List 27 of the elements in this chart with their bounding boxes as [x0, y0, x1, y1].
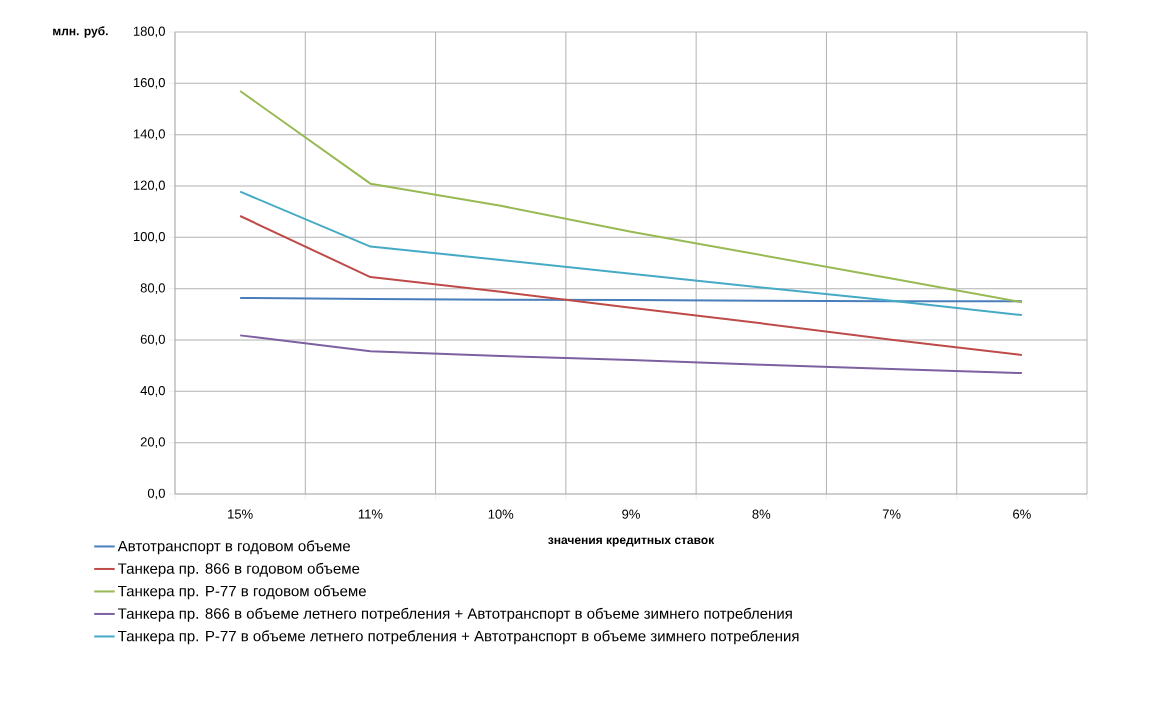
- x-axis-title: значения кредитных ставок: [548, 537, 715, 547]
- y-tick-label: 60,0: [140, 334, 165, 346]
- y-tick-label: 40,0: [140, 385, 165, 397]
- y-tick-label: 180,0: [133, 26, 165, 38]
- line-series: [239, 215, 1023, 356]
- y-tick-label: 140,0: [133, 129, 165, 141]
- legend-label: Танкера пр. Р-77 в годовом объеме: [118, 585, 366, 600]
- y-tick-label: 0,0: [147, 488, 165, 500]
- y-tick-label: 120,0: [133, 180, 165, 192]
- x-tick-label: 15%: [228, 509, 253, 519]
- x-tick-label: 6%: [1013, 509, 1031, 519]
- y-axis-title: млн. руб.: [53, 26, 108, 38]
- x-tick-label: 10%: [488, 509, 514, 519]
- line-series: [239, 190, 1023, 317]
- y-tick-label: 20,0: [140, 437, 165, 449]
- legend-label: Танкера пр. 866 в объеме летнего потребления + Автотранспорт в объеме зимнего потребления: [118, 607, 792, 622]
- y-tick-label: 100,0: [133, 231, 165, 243]
- x-tick-label: 8%: [752, 509, 771, 519]
- x-tick-label: 11%: [358, 509, 383, 519]
- legend-label: Автотранспорт в годовом объеме: [117, 540, 351, 555]
- y-tick-label: 80,0: [140, 283, 165, 295]
- legend-label: Танкера пр. 866 в годовом объеме: [118, 562, 360, 577]
- line-series: [239, 334, 1023, 375]
- legend-label: Танкера пр. Р-77 в объеме летнего потребления + Автотранспорт в объеме зимнего потребления: [118, 630, 799, 645]
- y-tick-label: 160,0: [133, 77, 165, 89]
- x-tick-label: 9%: [622, 509, 640, 519]
- x-tick-label: 7%: [882, 509, 901, 519]
